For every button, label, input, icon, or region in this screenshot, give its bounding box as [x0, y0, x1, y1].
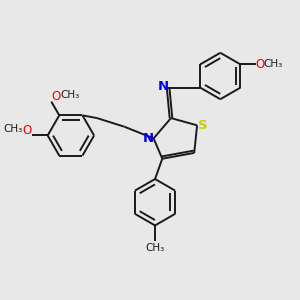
Text: N: N [157, 80, 168, 93]
Text: N: N [143, 132, 154, 145]
Text: O: O [51, 90, 60, 103]
Text: CH₃: CH₃ [61, 90, 80, 100]
Text: CH₃: CH₃ [264, 59, 283, 69]
Text: CH₃: CH₃ [3, 124, 22, 134]
Text: O: O [255, 58, 265, 71]
Text: S: S [198, 119, 208, 132]
Text: CH₃: CH₃ [146, 243, 165, 253]
Text: O: O [23, 124, 32, 137]
